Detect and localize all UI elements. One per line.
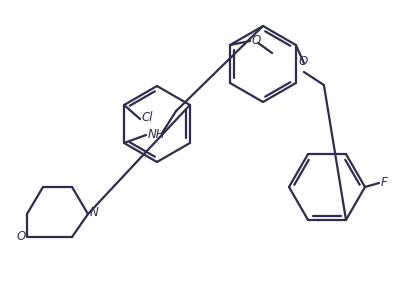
Text: Cl: Cl [141, 111, 153, 124]
Text: O: O [16, 230, 26, 243]
Text: F: F [381, 177, 388, 190]
Text: N: N [90, 206, 99, 219]
Text: O: O [298, 55, 308, 68]
Text: NH: NH [148, 127, 166, 140]
Text: O: O [251, 34, 260, 47]
